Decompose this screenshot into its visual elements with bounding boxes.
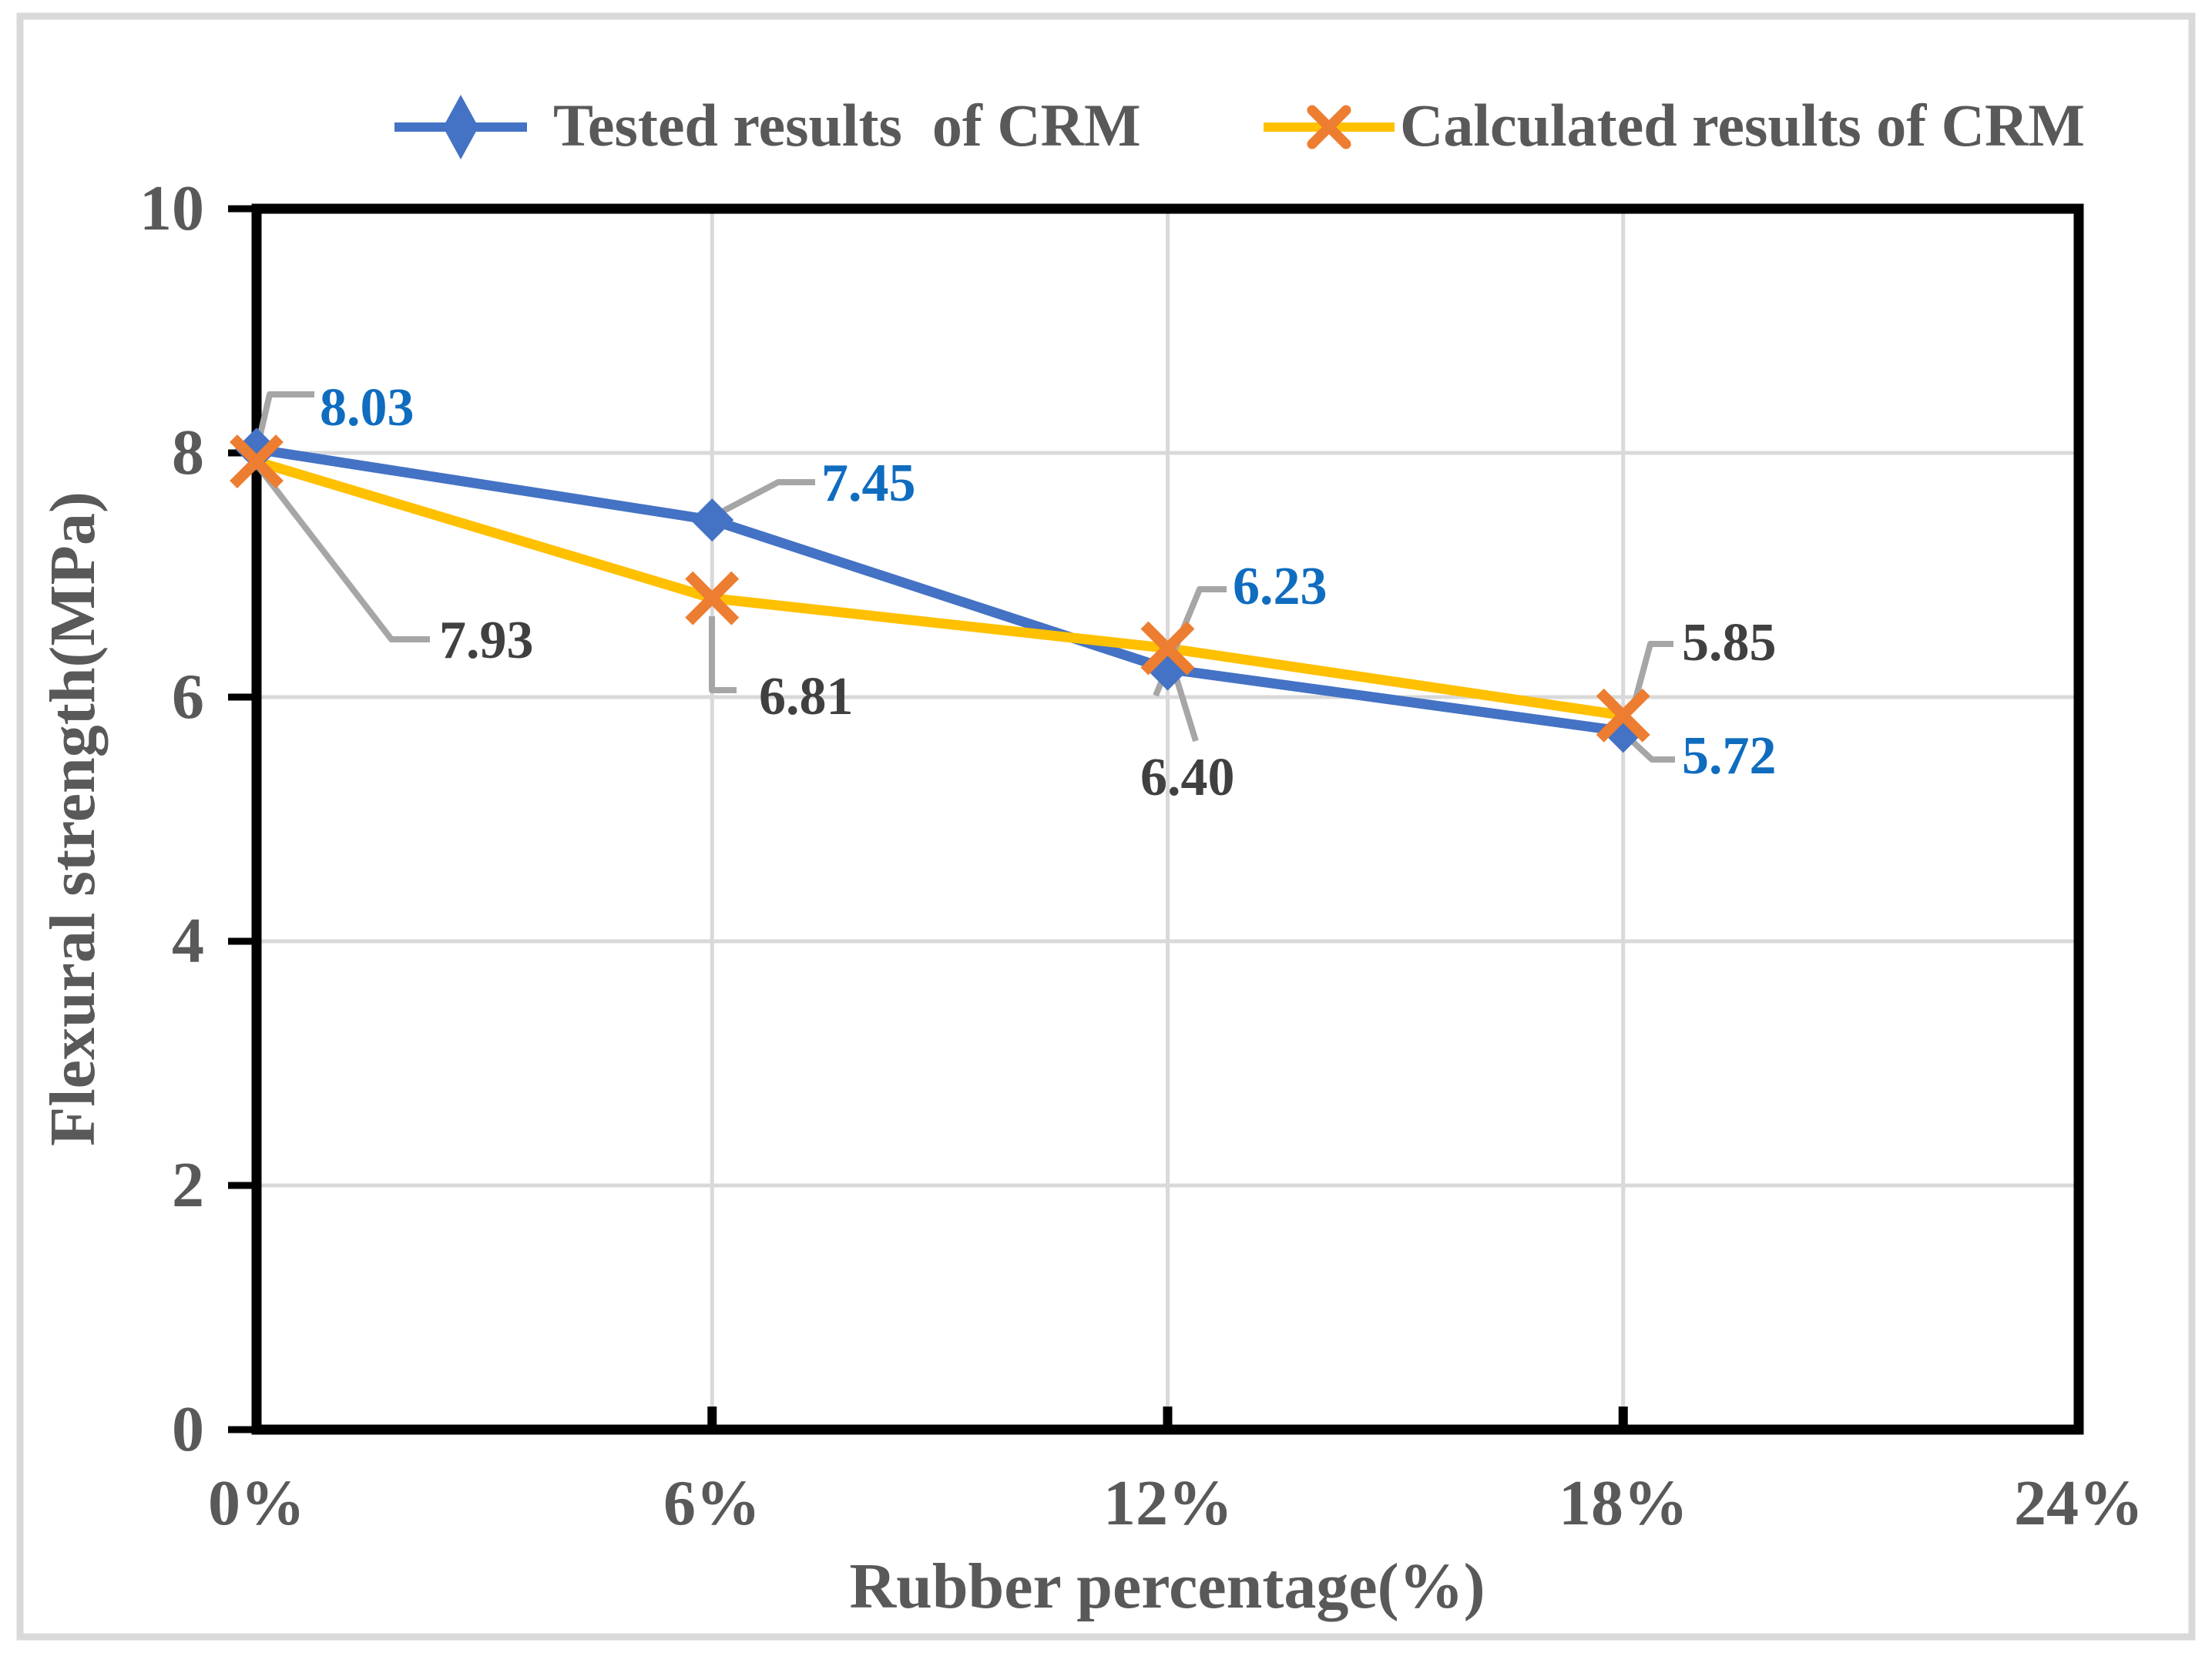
marker-x-icon	[1140, 621, 1195, 676]
y-tick-label: 0	[172, 1393, 204, 1465]
marker-diamond-icon	[690, 498, 734, 542]
y-tick-label: 6	[172, 661, 204, 733]
data-label-calculated-2: 6.40	[1140, 748, 1235, 807]
label-leader-line	[1626, 736, 1675, 763]
data-label-tested-0: 8.03	[320, 378, 415, 438]
y-tick-label: 2	[172, 1149, 204, 1221]
legend-calculated-x-icon	[1307, 105, 1351, 149]
series-line-tested	[256, 444, 1624, 736]
x-axis-title: Rubber percentage(%)	[849, 1551, 1485, 1622]
data-label-calculated-0: 7.93	[439, 611, 534, 670]
legend-item-tested-label: Tested results of CRM	[553, 92, 1141, 159]
y-axis-title: Flexural strength(MPa)	[37, 491, 109, 1146]
label-leader-line	[256, 391, 314, 441]
legend-item-calculated-label: Calculated results of CRM	[1400, 92, 2085, 159]
x-tick-label: 24%	[2014, 1467, 2143, 1539]
marker-x-icon	[1596, 688, 1650, 743]
x-tick-label: 6%	[663, 1467, 760, 1539]
series-line-calculated	[255, 456, 1624, 721]
x-tick-label: 0%	[208, 1467, 305, 1539]
data-label-tested-1: 7.45	[821, 454, 916, 513]
marker-x-icon	[685, 571, 740, 625]
legend-tested-diamond-icon	[443, 95, 478, 159]
y-tick-label: 10	[139, 173, 204, 244]
data-label-calculated-1: 6.81	[759, 667, 854, 726]
data-label-calculated-3: 5.85	[1682, 613, 1777, 672]
label-leader-line	[709, 616, 737, 693]
label-leader-line	[715, 479, 815, 518]
y-tick-label: 4	[172, 905, 204, 977]
data-label-tested-2: 6.23	[1233, 557, 1328, 616]
y-tick-label: 8	[172, 417, 204, 488]
label-leader-line	[257, 466, 430, 642]
marker-x-icon	[230, 434, 284, 489]
marker-diamond-icon	[235, 428, 278, 471]
x-tick-label: 12%	[1103, 1467, 1233, 1539]
label-leader-line	[1630, 641, 1673, 709]
x-tick-label: 18%	[1559, 1467, 1688, 1539]
data-label-tested-3: 5.72	[1682, 726, 1777, 786]
figure-border	[16, 12, 2196, 1641]
